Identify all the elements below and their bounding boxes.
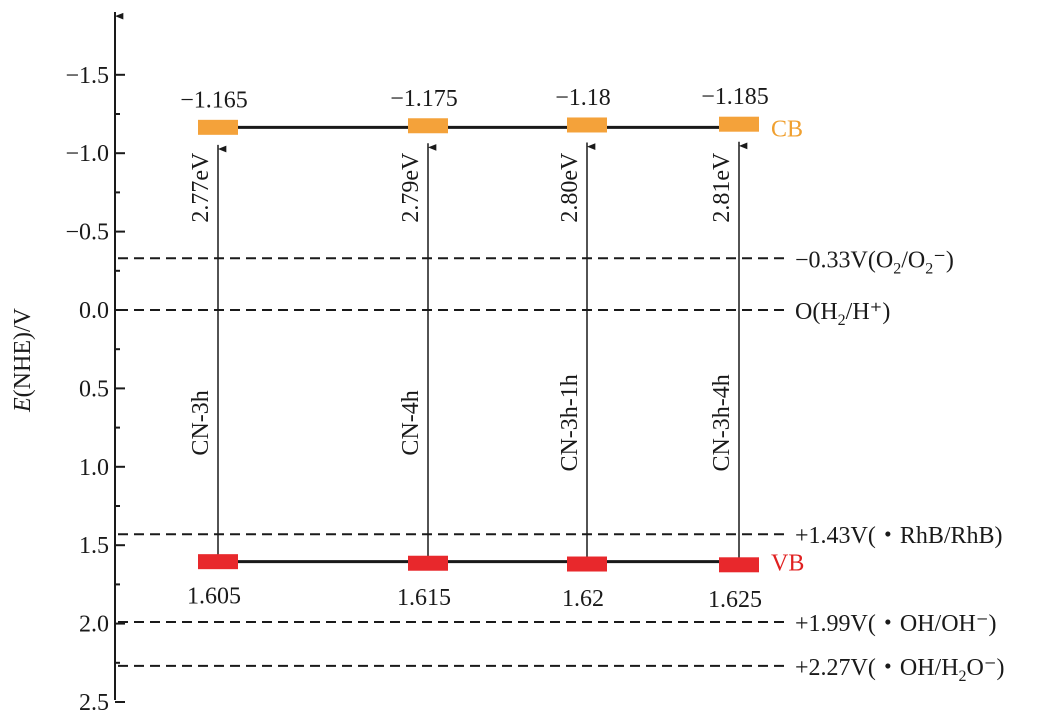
cb-value-label: −1.18 (555, 85, 611, 111)
y-axis-title-italic: E (10, 397, 36, 413)
sample-name-label: CN-4h (398, 390, 424, 455)
vb-band (719, 557, 759, 573)
reference-label-part: 2 (925, 260, 933, 277)
band-bars (198, 116, 759, 573)
cb-band (198, 119, 238, 135)
y-tick-label: 0.5 (79, 376, 109, 402)
reference-lines: −0.33V(O2​/O2​⁻) O(H2​/H⁺) +1.43V(・RhB/RhB… (118, 247, 1005, 685)
y-axis-title-rest: (NHE)/V (10, 307, 36, 397)
reference-label: O(H2​/H⁺) (795, 299, 890, 329)
sample-name-label: CN-3h-1h (557, 374, 583, 471)
reference-label-part: ⁻ (976, 611, 989, 637)
gap-label: 2.79eV (398, 152, 424, 223)
y-tick-label: 2.0 (79, 612, 109, 638)
cb-value-label: −1.175 (390, 86, 458, 112)
vb-value-label: 1.62 (562, 586, 604, 612)
reference-label-part: ⁺ (870, 299, 883, 325)
cb-label: CB (771, 116, 803, 142)
reference-label-part: ⁻ (984, 655, 997, 681)
reference-label-part: ) (997, 655, 1005, 681)
y-tick-label: −0.5 (65, 220, 109, 246)
y-axis: −1.5 −1.0 −0.5 0.0 0.5 1.0 1.5 2.0 2.5 (65, 12, 125, 716)
y-tick-label: 2.5 (79, 690, 109, 716)
cb-value-label: −1.165 (180, 87, 248, 113)
gap-label: 2.80eV (557, 152, 583, 223)
y-tick-label: −1.0 (65, 141, 109, 167)
reference-label-part: 2 (893, 260, 901, 277)
y-tick-label: −1.5 (65, 63, 109, 89)
vb-band (198, 554, 238, 570)
y-tick-label: 1.5 (79, 533, 109, 559)
value-labels: −1.165 1.605 2.77eV CN-3h −1.175 1.615 2.79eV C… (180, 84, 804, 613)
vb-value-label: 1.615 (397, 585, 451, 611)
reference-label-part: ) (946, 247, 954, 273)
cb-band (719, 116, 759, 132)
reference-label: +1.43V(・RhB/RhB) (795, 523, 1003, 549)
vb-band (567, 556, 607, 572)
y-tick-label: 0.0 (79, 298, 109, 324)
reference-label: −0.33V(O2​/O2​⁻) (795, 247, 954, 277)
reference-label-part: ⁻ (933, 247, 946, 273)
reference-label-part: 2 (838, 312, 846, 329)
reference-label-part: 2 (959, 668, 967, 685)
reference-label-part: ) (882, 299, 890, 325)
cb-value-label: −1.185 (701, 84, 769, 110)
gap-label: 2.77eV (188, 152, 214, 223)
reference-label-part: +2.27V(・OH/H (795, 655, 959, 681)
reference-label-part: +1.99V(・OH/OH (795, 611, 976, 637)
reference-label-part: O (967, 655, 984, 681)
reference-label: +2.27V(・OH/H2​O⁻) (795, 655, 1005, 685)
reference-label-part: O(H (795, 299, 838, 325)
cb-band (408, 118, 448, 134)
vb-value-label: 1.605 (187, 584, 241, 610)
sample-name-label: CN-3h-4h (709, 374, 735, 471)
reference-label-part: +1.43V(・RhB/RhB) (795, 523, 1003, 549)
reference-label-part: /O (901, 247, 925, 273)
sample-name-label: CN-3h (188, 390, 214, 455)
cb-band (567, 117, 607, 133)
vb-band (408, 555, 448, 571)
gap-label: 2.81eV (709, 152, 735, 223)
y-tick-label: 1.0 (79, 455, 109, 481)
reference-label-part: ) (989, 611, 997, 637)
y-axis-title: E(NHE)/V (10, 307, 36, 413)
reference-label-part: −0.33V(O (795, 247, 893, 273)
vb-value-label: 1.625 (708, 587, 762, 613)
vb-label: VB (771, 551, 804, 577)
reference-label-part: /H (846, 299, 870, 325)
reference-label: +1.99V(・OH/OH⁻) (795, 611, 997, 637)
